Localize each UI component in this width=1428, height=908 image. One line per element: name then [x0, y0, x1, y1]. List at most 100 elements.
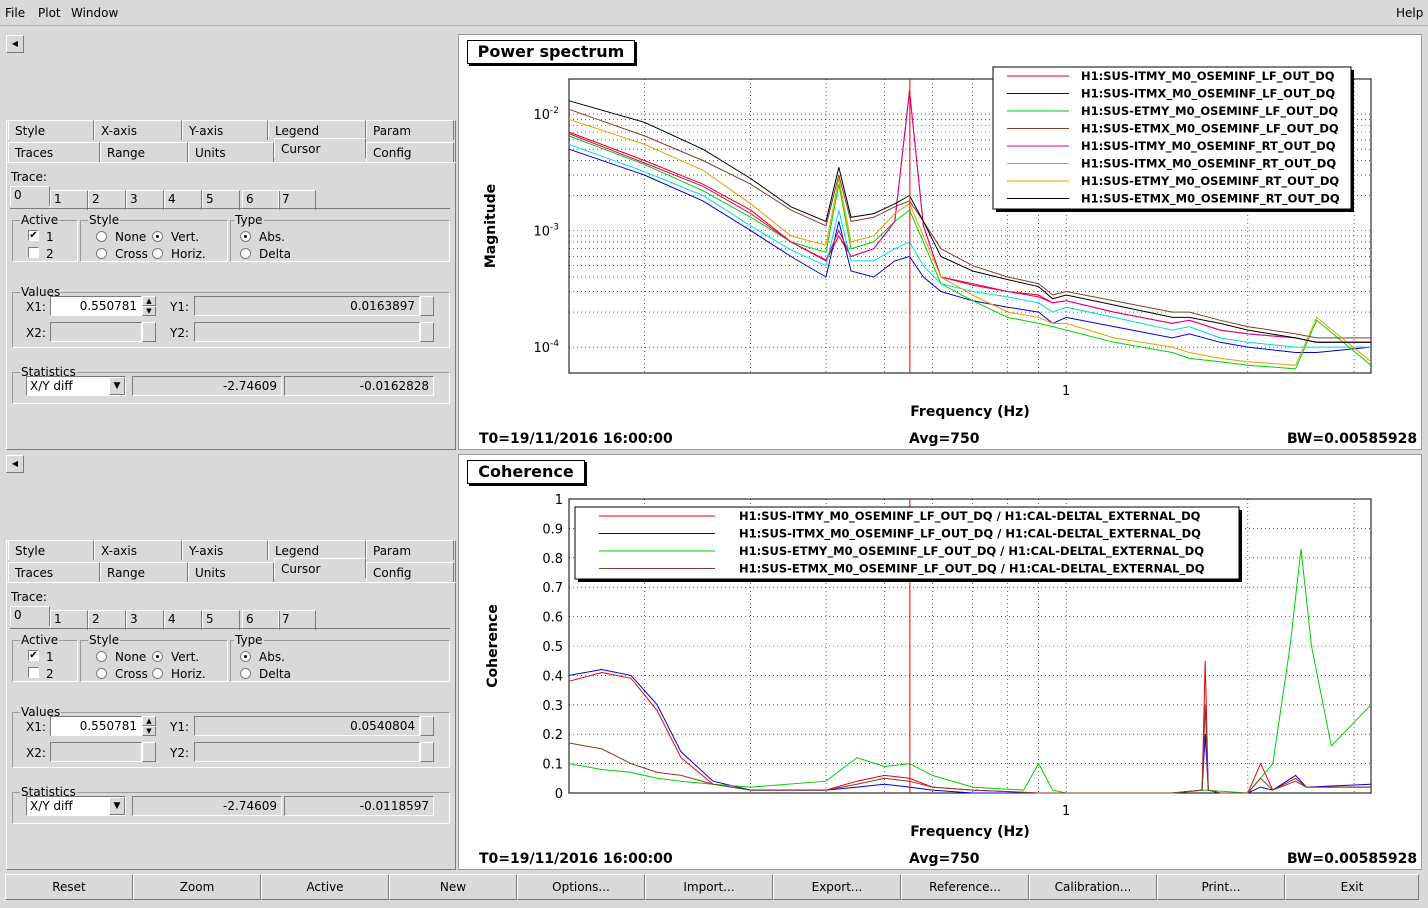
trace-tab-7[interactable]: 7 — [278, 190, 316, 210]
tab-units[interactable]: Units — [188, 142, 274, 162]
footer-avg: Avg=750 — [909, 851, 980, 867]
legend-entry: H1:SUS-ETMY_M0_OSEMINF_LF_OUT_DQ / H1:CA… — [739, 544, 1204, 559]
trace-tab-5[interactable]: 5 — [202, 190, 240, 210]
style-vert-radio[interactable] — [152, 231, 163, 242]
tab-cursor[interactable]: Cursor — [274, 138, 366, 158]
tab-y-axis[interactable]: Y-axis — [182, 540, 268, 560]
tab-config[interactable]: Config — [366, 142, 454, 162]
exit-button[interactable]: Exit — [1285, 874, 1419, 900]
legend-entry: H1:SUS-ITMX_M0_OSEMINF_RT_OUT_DQ — [1081, 157, 1336, 172]
zoom-button[interactable]: Zoom — [133, 874, 261, 900]
tab-legend[interactable]: Legend — [268, 120, 366, 140]
style-cross-radio[interactable] — [96, 668, 107, 679]
collapse-arrow-icon[interactable]: ◀ — [6, 35, 24, 53]
tab-style[interactable]: Style — [8, 120, 94, 140]
power-spectrum-chart[interactable]: 10-2 10-3 10-4 1 Frequency (Hz) Magnitude H1:S… — [459, 35, 1421, 449]
style-group-label: Style — [88, 213, 121, 227]
trace-tab-4[interactable]: 4 — [164, 610, 202, 630]
trace-tab-7[interactable]: 7 — [278, 610, 316, 630]
tab-traces[interactable]: Traces — [8, 562, 100, 582]
x1-spinner[interactable]: ▲ ▼ — [142, 716, 156, 736]
trace-tab-6[interactable]: 6 — [242, 190, 280, 210]
x1-spinner[interactable]: ▲ ▼ — [142, 296, 156, 316]
tab-range[interactable]: Range — [100, 142, 188, 162]
tab-x-axis[interactable]: X-axis — [94, 120, 182, 140]
tab-param[interactable]: Param — [366, 120, 454, 140]
calibration-button[interactable]: Calibration... — [1029, 874, 1157, 900]
tab-style[interactable]: Style — [8, 540, 94, 560]
x-tick-label: 1 — [1062, 804, 1070, 819]
spin-down-icon[interactable]: ▼ — [142, 306, 156, 316]
style-horiz-radio[interactable] — [152, 248, 163, 259]
active-button[interactable]: Active — [261, 874, 389, 900]
menu-plot[interactable]: Plot — [38, 6, 61, 20]
tab-units[interactable]: Units — [188, 562, 274, 582]
tab-range[interactable]: Range — [100, 562, 188, 582]
print-button[interactable]: Print... — [1157, 874, 1285, 900]
trace-tab-0[interactable]: 0 — [10, 186, 50, 206]
style-horiz-label: Horiz. — [171, 247, 206, 261]
trace-tab-3[interactable]: 3 — [126, 610, 164, 630]
active-checkbox-2[interactable] — [28, 667, 39, 678]
options-panel-bottom: ◀ Style X-axis Y-axis Legend Param Traces Range… — [6, 450, 456, 870]
new-button[interactable]: New — [389, 874, 517, 900]
type-abs-radio[interactable] — [240, 231, 251, 242]
y-tick-label: 10-3 — [533, 223, 559, 240]
style-vert-label: Vert. — [171, 650, 200, 664]
spin-up-icon[interactable]: ▲ — [142, 716, 156, 726]
legend-box — [574, 506, 1240, 580]
trace-tab-6[interactable]: 6 — [242, 610, 280, 630]
footer-t0: T0=19/11/2016 16:00:00 — [479, 851, 673, 867]
tab-cursor[interactable]: Cursor — [274, 558, 366, 578]
spin-up-icon[interactable]: ▲ — [142, 296, 156, 306]
x1-input[interactable]: 0.550781 — [50, 296, 142, 316]
spin-down-icon[interactable]: ▼ — [142, 726, 156, 736]
menu-file[interactable]: File — [5, 6, 26, 20]
menu-window[interactable]: Window — [71, 6, 119, 20]
tab-config[interactable]: Config — [366, 562, 454, 582]
type-group — [230, 640, 450, 682]
active-checkbox-1[interactable]: ✔ — [28, 650, 39, 661]
active-checkbox-2[interactable] — [28, 247, 39, 258]
collapse-arrow-icon[interactable]: ◀ — [6, 455, 24, 473]
reference-button[interactable]: Reference... — [901, 874, 1029, 900]
tab-y-axis[interactable]: Y-axis — [182, 120, 268, 140]
statistics-mode-select[interactable]: X/Y diff ▼ — [26, 796, 126, 816]
dropdown-arrow-icon[interactable]: ▼ — [109, 377, 125, 395]
trace-tab-0[interactable]: 0 — [10, 606, 50, 626]
import-button[interactable]: Import... — [645, 874, 773, 900]
export-button[interactable]: Export... — [773, 874, 901, 900]
menu-help[interactable]: Help — [1396, 6, 1424, 20]
reset-button[interactable]: Reset — [5, 874, 133, 900]
x1-input[interactable]: 0.550781 — [50, 716, 142, 736]
active-checkbox-1[interactable]: ✔ — [28, 230, 39, 241]
style-none-radio[interactable] — [96, 651, 107, 662]
trace-tab-2[interactable]: 2 — [88, 610, 126, 630]
footer-bw: BW=0.00585928 — [1287, 851, 1418, 867]
type-abs-radio[interactable] — [240, 651, 251, 662]
dropdown-arrow-icon[interactable]: ▼ — [109, 797, 125, 815]
tab-x-axis[interactable]: X-axis — [94, 540, 182, 560]
style-horiz-radio[interactable] — [152, 668, 163, 679]
type-delta-radio[interactable] — [240, 668, 251, 679]
x2-input — [50, 742, 142, 762]
trace-tab-5[interactable]: 5 — [202, 610, 240, 630]
statistics-mode-select[interactable]: X/Y diff ▼ — [26, 376, 126, 396]
trace-tab-1[interactable]: 1 — [50, 610, 88, 630]
trace-tab-4[interactable]: 4 — [164, 190, 202, 210]
options-button[interactable]: Options... — [517, 874, 645, 900]
trace-tab-1[interactable]: 1 — [50, 190, 88, 210]
coherence-chart[interactable]: 0 0.1 0.2 0.3 0.4 0.5 0.6 0.7 0.8 0.9 1 1 Frequency … — [459, 455, 1421, 869]
tab-param[interactable]: Param — [366, 540, 454, 560]
y-tick-label: 0.2 — [542, 728, 563, 743]
style-cross-radio[interactable] — [96, 248, 107, 259]
type-delta-radio[interactable] — [240, 248, 251, 259]
tab-legend[interactable]: Legend — [268, 540, 366, 560]
style-none-radio[interactable] — [96, 231, 107, 242]
x2-label: X2: — [26, 746, 46, 760]
trace-tab-3[interactable]: 3 — [126, 190, 164, 210]
style-vert-radio[interactable] — [152, 651, 163, 662]
legend-entry: H1:SUS-ITMX_M0_OSEMINF_LF_OUT_DQ / H1:CA… — [739, 527, 1201, 542]
trace-tab-2[interactable]: 2 — [88, 190, 126, 210]
tab-traces[interactable]: Traces — [8, 142, 100, 162]
